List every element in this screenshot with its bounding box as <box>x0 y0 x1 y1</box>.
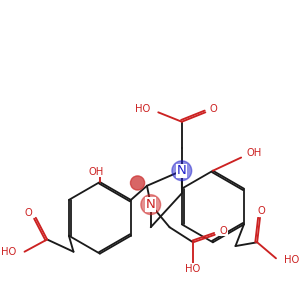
Text: HO: HO <box>1 247 16 257</box>
Circle shape <box>141 195 160 214</box>
Text: HO: HO <box>284 255 300 265</box>
Text: O: O <box>210 103 218 114</box>
Text: O: O <box>219 226 227 236</box>
Text: HO: HO <box>185 264 201 274</box>
Text: O: O <box>258 206 266 216</box>
Circle shape <box>172 161 192 181</box>
Text: N: N <box>146 198 156 211</box>
Text: OH: OH <box>88 167 104 177</box>
Circle shape <box>130 176 145 190</box>
Text: O: O <box>24 208 32 218</box>
Text: HO: HO <box>134 103 150 114</box>
Text: N: N <box>177 164 187 177</box>
Text: OH: OH <box>247 148 262 158</box>
